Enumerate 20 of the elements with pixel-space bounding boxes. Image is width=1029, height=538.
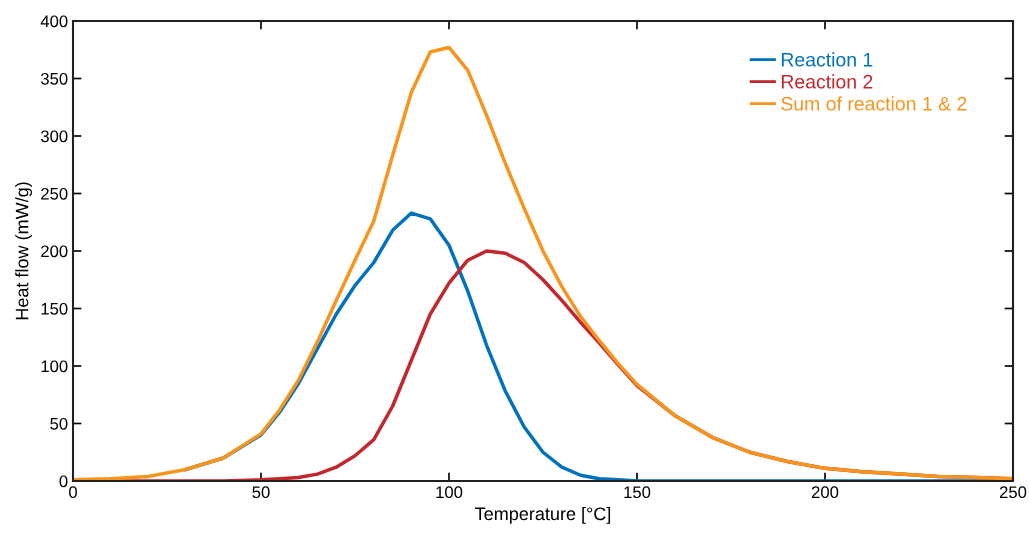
x-tick-label: 150 <box>624 486 651 499</box>
y-tick-label: 250 <box>41 187 68 200</box>
x-axis-title: Temperature [°C] <box>475 506 611 524</box>
x-tick-label: 0 <box>69 486 77 499</box>
y-tick-label: 300 <box>40 130 68 143</box>
legend-label: Reaction 1 <box>781 52 873 67</box>
x-tick-label: 250 <box>999 486 1027 499</box>
y-tick-label: 350 <box>40 72 68 85</box>
y-tick-label: 150 <box>41 302 68 315</box>
legend-label: Reaction 2 <box>781 74 873 89</box>
x-tick-label: 100 <box>436 486 463 499</box>
x-tick-label: 200 <box>811 486 839 499</box>
legend-label: Sum of reaction 1 & 2 <box>781 96 967 111</box>
y-tick-label: 0 <box>59 475 68 488</box>
y-tick-label: 400 <box>40 15 68 28</box>
y-tick-label: 200 <box>41 245 68 258</box>
y-tick-label: 50 <box>50 417 68 430</box>
y-axis-title: Heat flow (mW/g) <box>15 182 32 320</box>
y-tick-label: 100 <box>41 360 68 373</box>
x-tick-label: 50 <box>252 486 270 499</box>
